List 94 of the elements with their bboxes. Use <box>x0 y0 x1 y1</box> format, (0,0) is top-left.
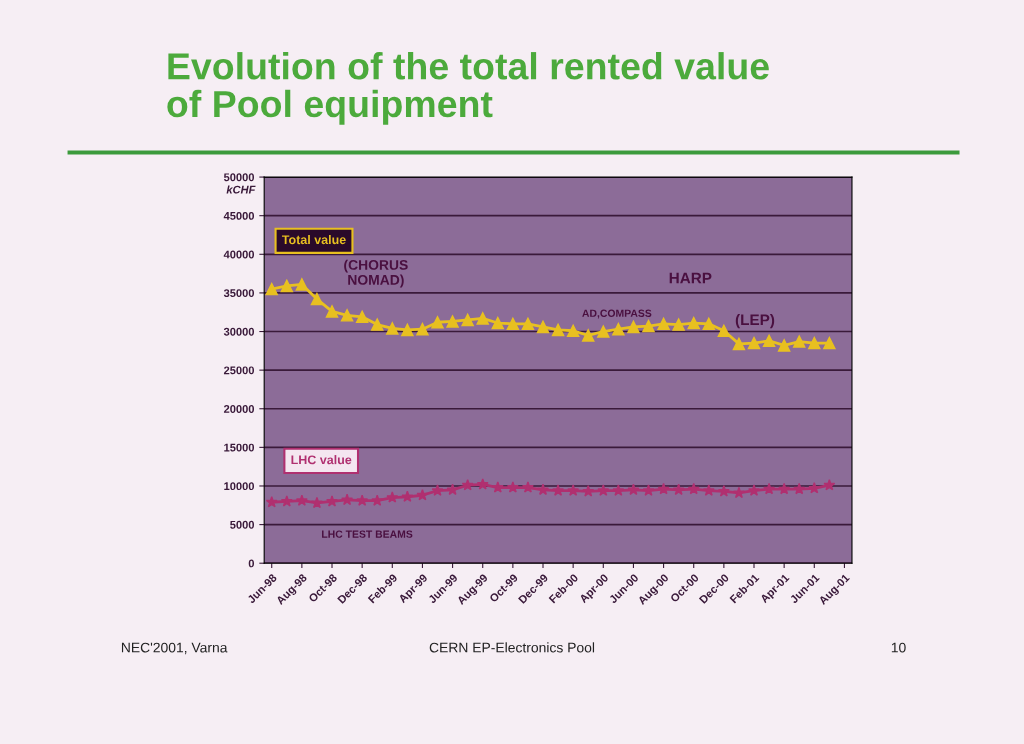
point <box>581 329 595 342</box>
point <box>762 334 776 348</box>
point <box>567 484 580 496</box>
annotation: LHC TEST BEAMS <box>322 530 413 538</box>
point <box>792 335 806 348</box>
point <box>461 313 474 327</box>
point <box>491 316 505 330</box>
point <box>687 316 700 330</box>
y-tick-label: 15000 <box>224 443 255 452</box>
point <box>793 482 806 495</box>
point <box>280 279 294 293</box>
point <box>551 323 565 337</box>
point <box>506 317 520 331</box>
point <box>823 336 836 350</box>
point <box>627 483 640 496</box>
annotation: AD,COMPASS <box>582 309 652 319</box>
point <box>386 491 399 503</box>
text: CERN EP-Electronics Pool <box>429 642 595 653</box>
point <box>401 323 414 337</box>
annotation: (LEP) <box>735 313 775 329</box>
point <box>612 322 625 336</box>
point <box>552 484 565 496</box>
point <box>732 486 745 499</box>
point <box>295 278 309 291</box>
point <box>521 481 534 493</box>
point <box>657 482 670 495</box>
point <box>310 292 324 306</box>
point <box>642 484 655 496</box>
point <box>265 282 278 296</box>
point <box>808 336 821 350</box>
y-tick-label: 10000 <box>224 482 255 491</box>
point <box>265 495 278 508</box>
point <box>657 317 670 331</box>
y-tick-label: 25000 <box>223 366 255 375</box>
point <box>702 484 715 496</box>
point <box>717 324 731 338</box>
point <box>732 337 746 351</box>
point <box>763 482 776 495</box>
point <box>672 483 685 496</box>
point <box>401 490 414 502</box>
point <box>476 312 489 325</box>
annotation: HARP <box>669 272 712 284</box>
point <box>777 339 791 352</box>
y-tick-label: 30000 <box>223 327 255 336</box>
point <box>687 482 700 495</box>
point <box>431 484 444 496</box>
chart-title: Evolution of the total rented value of Pool equipment <box>167 52 769 125</box>
text: NEC'2001, Varna <box>121 642 228 655</box>
point <box>446 315 459 328</box>
point <box>506 481 519 493</box>
point <box>823 478 836 491</box>
point <box>521 317 535 331</box>
point <box>355 310 369 324</box>
point <box>536 320 550 334</box>
point <box>325 305 339 318</box>
point <box>672 318 685 331</box>
point <box>702 317 716 331</box>
y-tick-label: 50000 <box>223 173 255 182</box>
text: Total value <box>281 234 346 245</box>
point <box>642 319 655 333</box>
point <box>748 484 760 496</box>
point <box>431 316 444 329</box>
y-tick-label: 0 <box>248 559 255 568</box>
point <box>717 485 730 497</box>
point <box>280 495 293 507</box>
point <box>597 325 610 338</box>
y-tick-label: 45000 <box>223 211 255 220</box>
point <box>612 484 625 496</box>
point <box>356 494 369 506</box>
point <box>582 485 595 497</box>
annotation: (CHORUS NOMAD) <box>344 259 408 288</box>
point <box>326 495 338 507</box>
point <box>627 320 640 334</box>
y-tick-label: 20000 <box>223 405 255 413</box>
point <box>340 309 354 322</box>
point <box>461 478 474 491</box>
point <box>778 482 791 495</box>
y-tick-label: 35000 <box>223 289 255 298</box>
point <box>295 494 308 506</box>
point <box>416 322 429 336</box>
point <box>537 483 549 496</box>
point <box>747 336 761 350</box>
y-tick-label: 40000 <box>223 250 255 259</box>
point <box>566 324 580 338</box>
point <box>386 322 399 335</box>
point <box>597 484 610 496</box>
point <box>476 478 489 490</box>
point <box>370 318 384 331</box>
y-axis-title: kCHF <box>226 185 256 194</box>
y-tick-label: 5000 <box>230 520 255 529</box>
point <box>310 496 323 509</box>
text: 10 <box>891 642 906 653</box>
point <box>341 493 354 506</box>
text: LHC value <box>291 455 352 465</box>
